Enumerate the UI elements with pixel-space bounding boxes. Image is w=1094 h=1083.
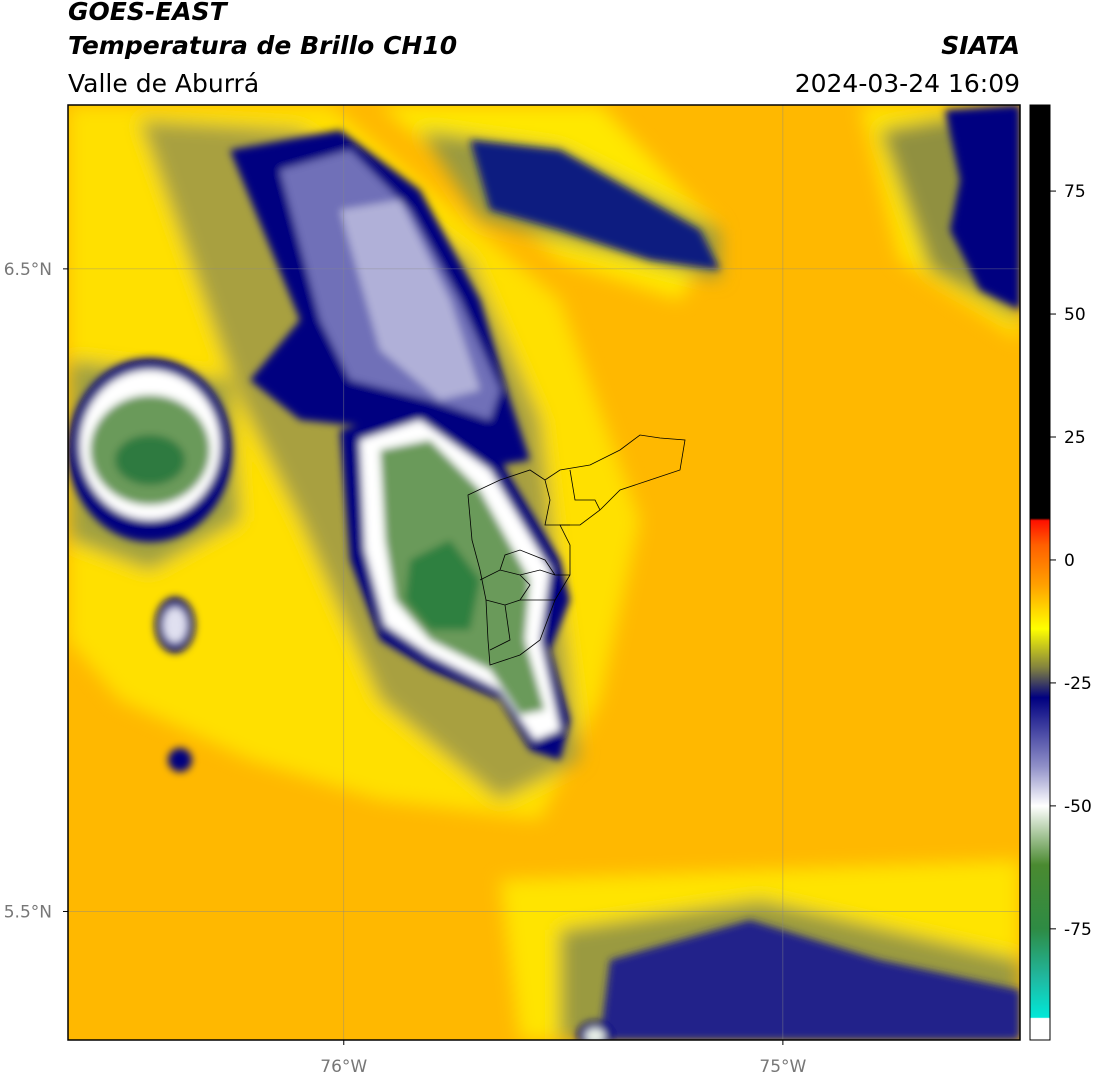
municipality-boundaries	[467, 434, 686, 666]
colorbar	[1029, 104, 1051, 1041]
satellite-image	[68, 105, 1020, 1040]
x-tick-label: 76°W	[320, 1057, 367, 1077]
source: SIATA	[941, 31, 1020, 60]
datetime: 2024-03-24 16:09	[795, 69, 1020, 98]
colorbar-tick-label: 50	[1064, 305, 1086, 325]
map-frame	[67, 104, 1021, 1041]
region: Valle de Aburrá	[68, 69, 259, 98]
colorbar-tick-label: -25	[1064, 674, 1092, 694]
colorbar-tick-label: 0	[1064, 551, 1075, 571]
y-tick-label: 6.5°N	[4, 260, 52, 280]
x-tick-label: 75°W	[759, 1057, 806, 1077]
colorbar-tick-label: -50	[1064, 797, 1092, 817]
colorbar-tick-label: -75	[1064, 920, 1092, 940]
colorbar-tick-label: 25	[1064, 428, 1086, 448]
y-tick-label: 5.5°N	[4, 902, 52, 922]
title: GOES-EAST	[68, 0, 229, 26]
subtitle: Temperatura de Brillo CH10	[68, 31, 457, 60]
colorbar-tick-label: 75	[1064, 182, 1086, 202]
